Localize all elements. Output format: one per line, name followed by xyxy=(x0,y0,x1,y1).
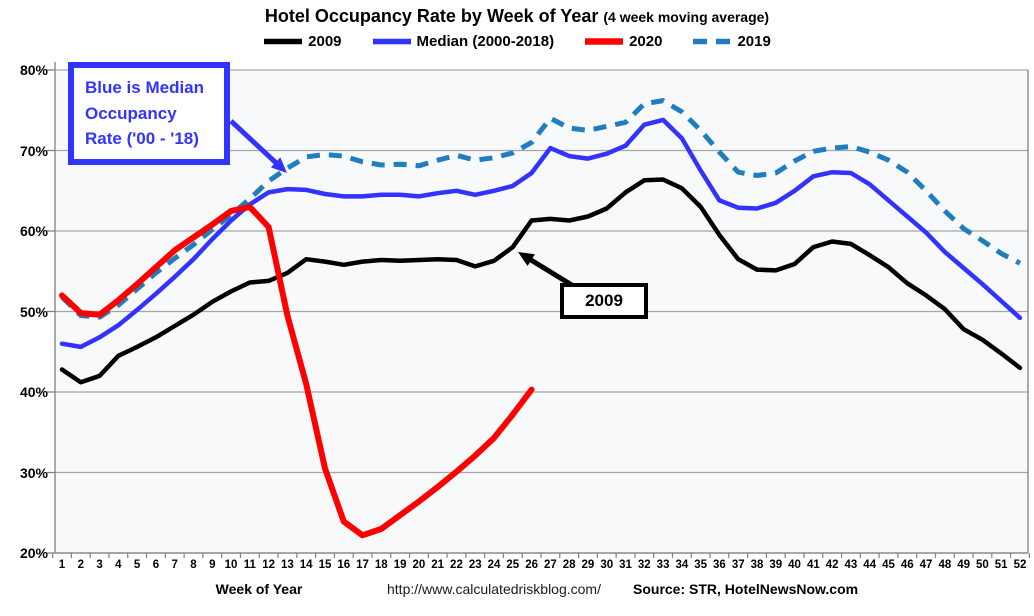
x-tick-label: 41 xyxy=(806,559,820,571)
y-tick-label: 30% xyxy=(19,464,48,481)
series-2009-annotation-box: 2009 xyxy=(560,283,648,319)
legend-item-median--2000-2018-: Median (2000-2018) xyxy=(372,33,555,50)
legend-label: 2019 xyxy=(737,33,771,50)
x-tick-label: 10 xyxy=(224,559,238,571)
x-tick-label: 4 xyxy=(115,559,122,571)
x-tick-label: 43 xyxy=(844,559,858,571)
x-tick-label: 16 xyxy=(337,559,351,571)
x-tick-label: 1 xyxy=(58,559,66,571)
x-tick-label: 36 xyxy=(713,559,726,571)
legend-label: Median (2000-2018) xyxy=(416,33,555,50)
median-annotation-arrow xyxy=(229,119,283,169)
x-tick-label: 45 xyxy=(882,559,895,571)
x-tick-label: 40 xyxy=(788,559,801,571)
x-tick-label: 46 xyxy=(900,559,914,571)
legend-item-2019: 2019 xyxy=(692,33,771,50)
x-tick-label: 24 xyxy=(487,559,501,571)
x-tick-label: 39 xyxy=(769,559,783,571)
series-2009-annotation-arrow-head xyxy=(518,252,535,266)
y-tick-label: 60% xyxy=(19,223,48,239)
x-tick-label: 32 xyxy=(637,559,651,571)
series-2009-annotation-arrow xyxy=(524,254,577,290)
x-tick-label: 30 xyxy=(600,559,614,571)
legend-label: 2009 xyxy=(308,33,342,50)
chart-legend: 2009 Median (2000-2018) 2020 2019 xyxy=(0,33,1034,50)
x-tick-label: 31 xyxy=(619,559,632,571)
legend-line-icon xyxy=(372,38,411,45)
x-tick-label: 18 xyxy=(374,559,388,571)
x-tick-label: 13 xyxy=(281,559,294,571)
series-line-2009 xyxy=(59,177,1023,385)
x-axis-title: Week of Year xyxy=(215,581,303,597)
source-url: http://www.calculatedriskblog.com/ xyxy=(387,581,601,597)
x-tick-label: 26 xyxy=(525,559,538,571)
x-tick-label: 25 xyxy=(506,559,520,571)
legend-item-2009: 2009 xyxy=(263,33,342,50)
y-tick-label: 80% xyxy=(19,62,48,78)
x-tick-label: 20 xyxy=(412,559,426,571)
chart-title-qualifier: (4 week moving average) xyxy=(603,9,770,25)
x-tick-label: 50 xyxy=(976,559,989,571)
legend-item-2020: 2020 xyxy=(584,33,662,50)
chart-title-main: Hotel Occupancy Rate by Week of Year xyxy=(264,6,599,26)
x-tick-label: 49 xyxy=(957,559,971,571)
x-tick-label: 33 xyxy=(656,559,670,571)
x-tick-label: 12 xyxy=(262,559,275,571)
series-line-2020 xyxy=(59,203,535,539)
median-annotation-arrow-head xyxy=(270,157,287,173)
x-tick-label: 23 xyxy=(468,559,482,571)
x-tick-label: 35 xyxy=(694,559,708,571)
x-tick-label: 37 xyxy=(731,559,745,571)
legend-line-icon xyxy=(264,38,303,45)
x-tick-label: 44 xyxy=(863,559,877,571)
x-tick-label: 11 xyxy=(243,559,256,571)
x-tick-label: 27 xyxy=(543,559,557,571)
y-tick-label: 50% xyxy=(19,303,48,320)
x-tick-label: 8 xyxy=(190,559,197,571)
x-tick-label: 21 xyxy=(431,559,445,571)
x-tick-label: 14 xyxy=(299,559,313,571)
x-tick-label: 47 xyxy=(919,559,933,571)
x-tick-label: 42 xyxy=(825,559,839,571)
y-tick-label: 40% xyxy=(19,384,48,400)
x-tick-label: 15 xyxy=(318,559,332,571)
series-line-2019 xyxy=(60,98,1022,320)
x-tick-label: 9 xyxy=(209,559,216,571)
x-tick-label: 22 xyxy=(450,559,463,571)
x-tick-label: 34 xyxy=(675,559,689,571)
x-tick-label: 51 xyxy=(994,559,1008,571)
x-tick-label: 6 xyxy=(152,559,160,571)
x-tick-label: 29 xyxy=(581,559,595,571)
x-tick-label: 28 xyxy=(562,559,576,571)
x-tick-label: 52 xyxy=(1013,559,1027,571)
legend-line-icon xyxy=(585,38,624,45)
x-tick-label: 3 xyxy=(96,559,103,571)
x-tick-label: 17 xyxy=(356,559,369,571)
y-tick-label: 70% xyxy=(19,142,48,159)
legend-line-icon xyxy=(693,38,732,45)
x-tick-label: 19 xyxy=(393,559,407,571)
y-tick-label: 20% xyxy=(19,545,48,561)
x-tick-label: 7 xyxy=(171,559,178,571)
chart-title: Hotel Occupancy Rate by Week of Year (4 … xyxy=(0,6,1034,27)
legend-label: 2020 xyxy=(629,33,663,50)
data-source-credit: Source: STR, HotelNewsNow.com xyxy=(633,581,859,597)
x-tick-label: 48 xyxy=(938,559,952,571)
x-tick-label: 5 xyxy=(133,559,141,571)
median-annotation-box: Blue is Median Occupancy Rate ('00 - '18… xyxy=(68,62,230,165)
series-line-median--2000-2018- xyxy=(59,117,1023,350)
x-tick-label: 38 xyxy=(750,559,764,571)
x-tick-label: 2 xyxy=(77,559,84,571)
